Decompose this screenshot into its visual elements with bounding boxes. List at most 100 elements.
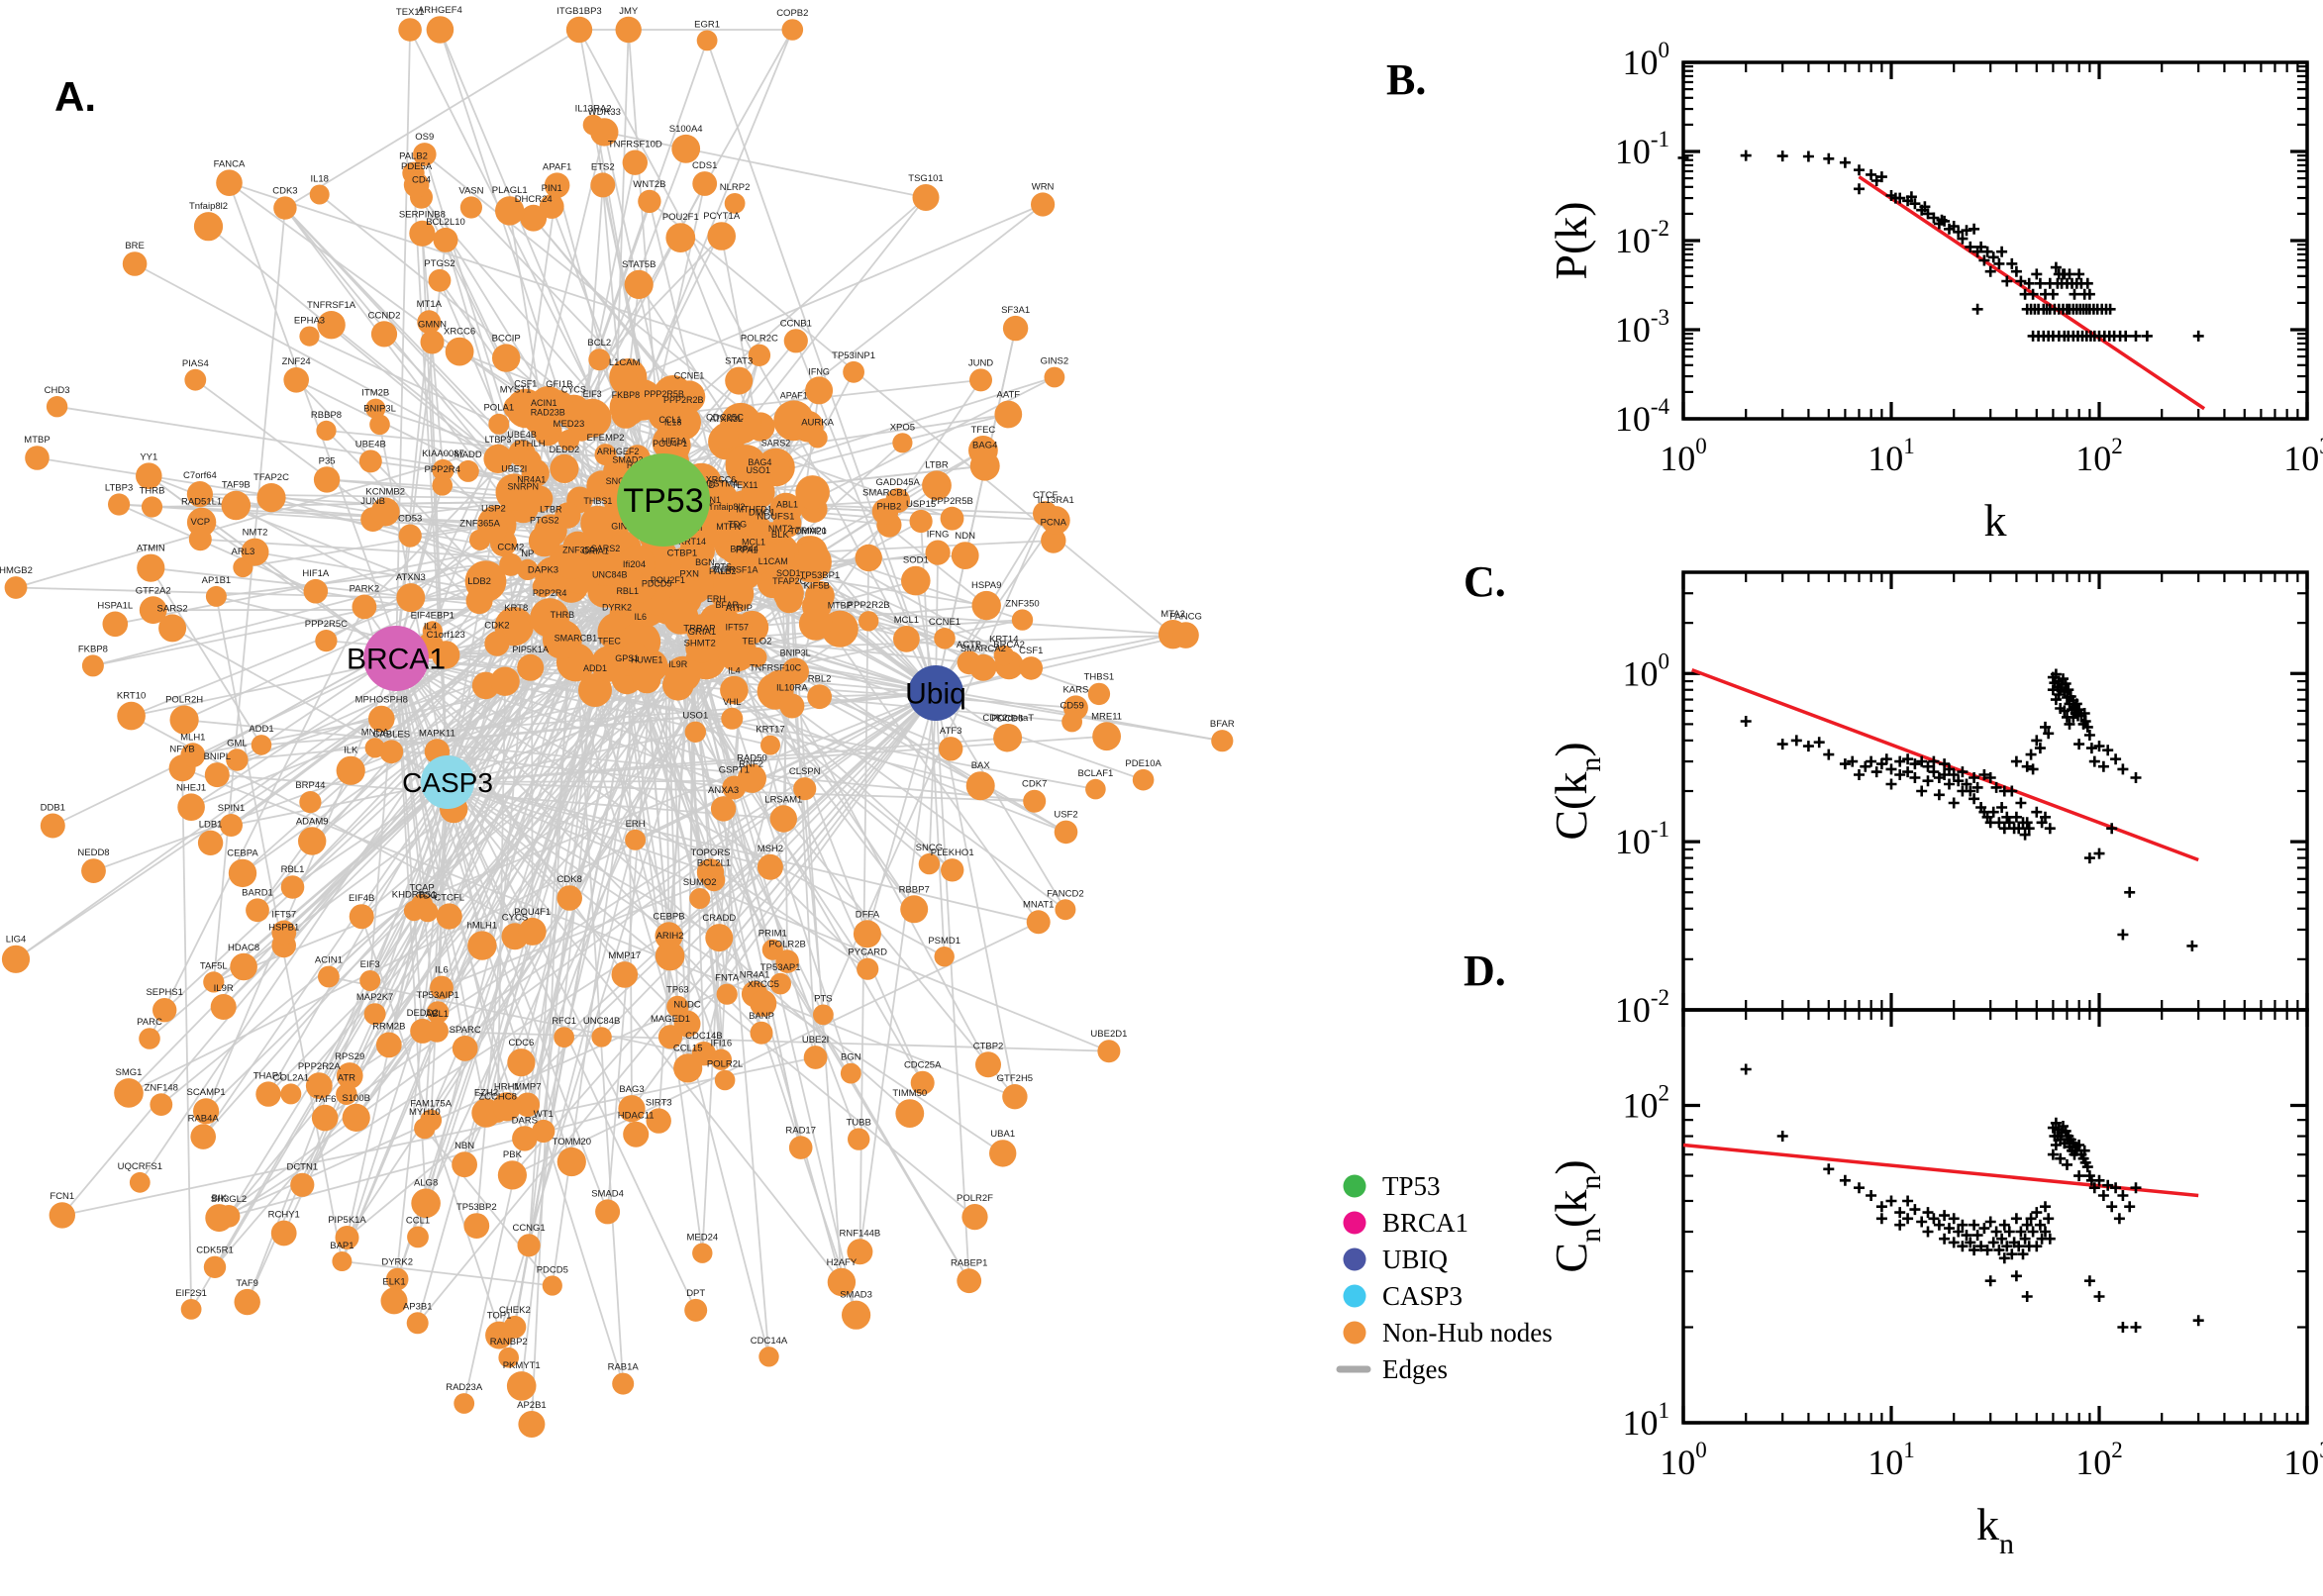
network-node-label: USP15 (906, 499, 936, 510)
scatter-point (2034, 1219, 2046, 1231)
scatter-point (2124, 886, 2136, 898)
plot-border (1681, 1008, 2309, 1425)
network-node-label: RAD51L1 (181, 497, 222, 508)
network-node-label: TSG101 (908, 173, 943, 184)
scatter-point (2010, 811, 2022, 823)
network-node (129, 1171, 151, 1193)
scatter-point (1957, 1241, 1969, 1252)
network-node-label: TFEC (597, 636, 621, 646)
network-node-label: KIAA0087 (422, 449, 464, 459)
scatter-point (1928, 766, 1940, 778)
network-node-label: APAF1 (543, 162, 571, 173)
network-node-label: BAG4 (972, 441, 997, 451)
network-node-label: GTF2A2 (136, 585, 171, 596)
scatter-point (2073, 1170, 2085, 1182)
network-node (256, 483, 286, 513)
network-node-label: POU4F1 (514, 907, 551, 918)
network-node (313, 466, 341, 493)
network-node-label: RFC1 (552, 1016, 576, 1027)
network-node-label: USO1 (746, 465, 770, 475)
network-node-label: BANP (749, 1011, 774, 1022)
network-node-label: ABL1 (426, 1009, 449, 1020)
network-node (716, 574, 755, 613)
scatter-point (1933, 789, 1945, 801)
network-node (459, 196, 482, 219)
scatter-point (2050, 1117, 2062, 1129)
network-node-label: PIP5K1A (512, 645, 549, 654)
scatter-point (1996, 802, 2008, 813)
network-node (255, 1081, 281, 1107)
network-node (318, 965, 340, 988)
network-node (557, 429, 580, 451)
network-node (396, 583, 426, 613)
network-node-label: GINS2 (1041, 356, 1069, 367)
network-node (611, 368, 639, 395)
network-node (795, 475, 830, 510)
network-node (152, 998, 177, 1023)
network-node-label: KRT17 (756, 725, 784, 736)
network-node-label: TP53BP1 (800, 570, 841, 581)
network-node-label: ADAM9 (296, 816, 329, 827)
network-node-label: APAF1 (780, 390, 808, 400)
chart-b: 100 101 102 103 100 10-1 10-2 10-3 10-4 k P(k) (1546, 38, 2323, 546)
network-node-label: JUND (968, 357, 993, 368)
network-node-label: COL2A1 (273, 1073, 309, 1084)
scatter-point (2021, 1291, 2033, 1302)
legend-swatch-tp53 (1343, 1174, 1366, 1198)
network-node-label: CDK8 (557, 874, 582, 885)
scatter-point (1847, 755, 1859, 767)
network-node-label: POLR2F (957, 1193, 993, 1204)
network-node (918, 852, 941, 875)
network-node-label: TDG (418, 890, 438, 901)
network-node-label: GSTM4 (706, 478, 739, 489)
network-node (758, 1347, 779, 1367)
network-node (748, 344, 771, 366)
network-node-label: TCAP (409, 883, 434, 894)
network-node-label: IL13RA1 (1038, 495, 1074, 506)
network-node-label: SPARC (450, 1025, 481, 1036)
network-node-label: BNIP3L (363, 404, 396, 415)
network-node-label: MMP17 (608, 950, 641, 961)
network-node (203, 1255, 227, 1279)
network-node-label: IFT57 (726, 623, 750, 633)
scatter-point (1971, 1230, 1983, 1242)
network-node (710, 1048, 732, 1070)
network-node (669, 558, 694, 583)
scatter-point (1823, 748, 1835, 760)
network-node-label: PPP2R2B (663, 395, 704, 405)
network-node (490, 666, 520, 696)
network-node (726, 614, 753, 640)
network-node (4, 576, 28, 599)
network-node-label: RCHY1 (268, 1210, 300, 1221)
network-node (114, 1078, 144, 1108)
scatter-point (2083, 288, 2095, 300)
y-axis-title: C(kn) (1546, 742, 1607, 840)
network-node-label: TFAP2C (772, 576, 807, 586)
scatter-point (2040, 1201, 2051, 1213)
scatter-point (2088, 755, 2100, 767)
network-node-label: NBN (454, 1141, 474, 1151)
network-node-label: ACTB (957, 640, 981, 650)
legend-label: BRCA1 (1382, 1208, 1468, 1238)
network-node (507, 1048, 536, 1077)
network-node-label: SPIN1 (218, 803, 245, 814)
network-node-label: TP53AP1 (760, 962, 801, 973)
network-node (280, 1083, 302, 1105)
network-node-label: DEDD2 (407, 1008, 439, 1019)
network-node (965, 771, 995, 801)
network-node (517, 1234, 541, 1257)
network-node-label: BIK (212, 1193, 228, 1204)
network-node (971, 590, 1001, 621)
network-node (454, 1393, 475, 1414)
network-node-label: ARIH2 (656, 931, 684, 942)
network-node-label: HIF1A (302, 568, 330, 579)
network-node-label: PPP2R2B (848, 600, 890, 611)
network-node-label: IFNG (927, 530, 950, 541)
network-node-label: MTHFD1 (736, 505, 772, 515)
network-node (465, 587, 493, 615)
scatter-point (2027, 288, 2039, 300)
scatter-point (1922, 1226, 1934, 1238)
network-node-label: BCL2 (587, 338, 611, 349)
scatter-point (1948, 1237, 1960, 1248)
